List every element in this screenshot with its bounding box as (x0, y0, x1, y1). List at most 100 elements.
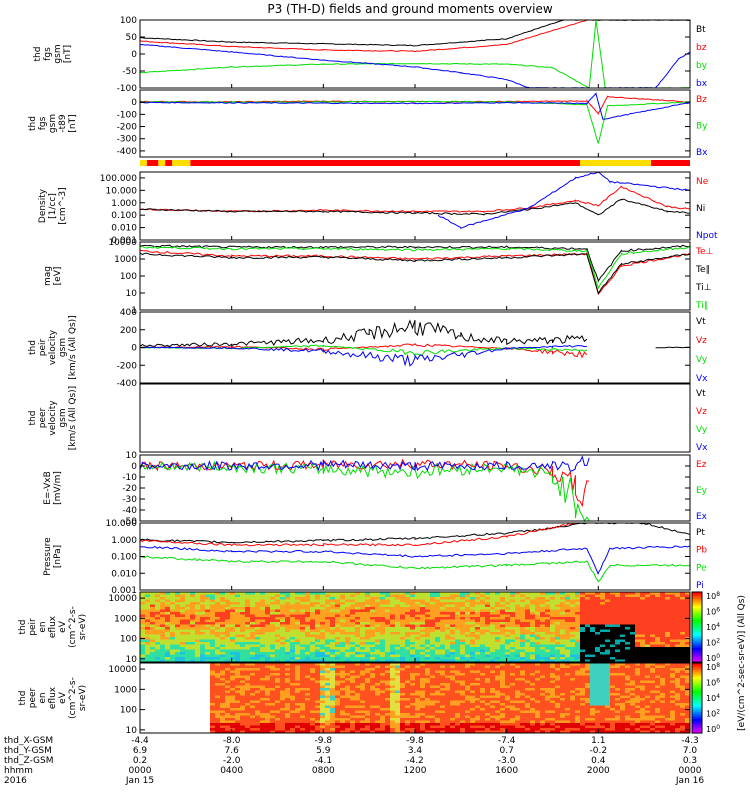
ylabel-line: eV (58, 620, 68, 633)
spectrogram-cell (645, 607, 651, 610)
spectrogram-cell (430, 654, 436, 658)
spectrogram-cell (640, 614, 646, 618)
spectrogram-cell (230, 665, 236, 669)
spectrogram-cell (275, 665, 281, 669)
spectrogram-cell (390, 604, 396, 608)
spectrogram-cell (440, 629, 446, 633)
spectrogram-cell (240, 723, 246, 726)
spectrogram-cell (310, 718, 316, 721)
spectrogram-cell (325, 698, 331, 701)
spectrogram-cell (325, 718, 331, 721)
spectrogram-cell (310, 634, 316, 638)
spectrogram-cell (345, 715, 351, 719)
spectrogram-cell (140, 680, 146, 684)
spectrogram-cell (390, 607, 396, 610)
ylabel-line: peir (28, 618, 38, 636)
spectrogram-cell (195, 693, 201, 696)
spectrogram-cell (170, 654, 176, 658)
spectrogram-cell (480, 647, 486, 650)
ytick-label: -50 (122, 67, 137, 77)
spectrogram-cell (280, 720, 286, 724)
spectrogram-cell (300, 624, 306, 628)
spectrogram-cell (650, 597, 656, 600)
spectrogram-cell (665, 659, 671, 663)
spectrogram-cell (290, 594, 296, 598)
spectrogram-cell (620, 614, 626, 618)
spectrogram-cell (640, 629, 646, 633)
spectrogram-cell (140, 609, 146, 613)
spectrogram-cell (405, 730, 411, 734)
spectrogram-cell (330, 622, 336, 625)
spectrogram-cell (220, 614, 226, 618)
spectrogram-cell (350, 668, 356, 671)
spectrogram-cell (155, 632, 161, 635)
spectrogram-cell (655, 602, 661, 605)
spectrogram-cell (550, 642, 556, 645)
spectrogram-cell (510, 614, 516, 618)
spectrogram-cell (285, 592, 291, 595)
spectrogram-cell (155, 713, 161, 716)
spectrogram-cell (410, 647, 416, 650)
spectrogram-cell (345, 632, 351, 635)
spectrogram-cell (630, 617, 636, 620)
spectrogram-cell (415, 609, 421, 613)
spectrogram-cell (200, 627, 206, 630)
spectrogram-cell (225, 665, 231, 669)
spectrogram-cell (140, 627, 146, 630)
spectrogram-cell (290, 688, 296, 691)
spectrogram-cell (320, 713, 326, 716)
spectrogram-cell (685, 594, 691, 598)
spectrogram-cell (180, 668, 186, 671)
spectrogram-cell (245, 599, 251, 603)
spectrogram-cell (250, 700, 256, 704)
spectrogram-cell (560, 629, 566, 633)
spectrogram-cell (565, 609, 571, 613)
spectrogram-cell (460, 607, 466, 610)
spectrogram-cell (245, 627, 251, 630)
spectrogram-cell (190, 728, 196, 731)
spectrogram-cell (345, 698, 351, 701)
spectrogram-cell (165, 629, 171, 633)
spectrogram-cell (565, 619, 571, 623)
spectrogram-cell (260, 639, 266, 643)
spectrogram-cell (140, 713, 146, 716)
spectrogram-cell (430, 649, 436, 653)
spectrogram-cell (665, 627, 671, 630)
spectrogram-cell (325, 678, 331, 681)
spectrogram-cell (395, 720, 401, 724)
spectrogram-cell (210, 728, 216, 731)
spectrogram-cell (145, 700, 151, 704)
spectrogram-cell (440, 637, 446, 640)
spectrogram-cell (320, 639, 326, 643)
spectrogram-cell (235, 698, 241, 701)
spectrogram-cell (505, 607, 511, 610)
spectrogram-cell (215, 644, 221, 648)
spectrogram-cell (220, 657, 226, 660)
spectrogram-cell (185, 683, 191, 686)
spectrogram-cell (495, 649, 501, 653)
spectrogram-cell (275, 700, 281, 704)
spectrogram-cell (660, 604, 666, 608)
legend-entry: Pt (696, 528, 705, 538)
spectrogram-cell (215, 632, 221, 635)
spectrogram-cell (535, 612, 541, 615)
spectrogram-cell (360, 604, 366, 608)
spectrogram-cell (625, 614, 631, 618)
spectrogram-cell (330, 649, 336, 653)
spectrogram-cell (420, 599, 426, 603)
spectrogram-cell (505, 629, 511, 633)
spectrogram-cell (355, 670, 361, 674)
spectrogram-cell (225, 670, 231, 674)
spectrogram-cell (360, 668, 366, 671)
spectrogram-cell (345, 678, 351, 681)
spectrogram-cell (405, 602, 411, 605)
spectrogram-cell (240, 668, 246, 671)
spectrogram-cell (635, 619, 641, 623)
spectrogram-cell (490, 654, 496, 658)
ylabel-line: mag (43, 266, 53, 286)
spectrogram-cell (595, 619, 601, 623)
spectrogram-cell (515, 592, 521, 595)
spectrogram-cell (600, 604, 606, 608)
spectrogram-cell (510, 657, 516, 660)
spectrogram-cell (180, 642, 186, 645)
